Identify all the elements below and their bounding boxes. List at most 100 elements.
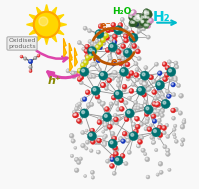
Circle shape bbox=[120, 52, 124, 56]
Circle shape bbox=[175, 65, 179, 69]
Circle shape bbox=[154, 128, 155, 129]
Circle shape bbox=[91, 176, 95, 179]
Circle shape bbox=[102, 116, 105, 119]
Circle shape bbox=[129, 15, 135, 21]
Circle shape bbox=[155, 103, 157, 105]
Circle shape bbox=[113, 35, 115, 37]
Circle shape bbox=[117, 51, 118, 53]
Circle shape bbox=[135, 15, 142, 22]
Circle shape bbox=[131, 45, 135, 49]
Circle shape bbox=[95, 138, 100, 142]
Circle shape bbox=[80, 76, 82, 77]
Circle shape bbox=[147, 11, 149, 13]
Circle shape bbox=[149, 19, 151, 21]
Circle shape bbox=[90, 149, 93, 153]
Circle shape bbox=[116, 148, 117, 149]
Circle shape bbox=[114, 153, 116, 154]
Circle shape bbox=[156, 113, 158, 115]
Circle shape bbox=[120, 153, 125, 158]
Circle shape bbox=[146, 19, 152, 25]
Circle shape bbox=[71, 71, 75, 75]
Circle shape bbox=[111, 164, 112, 166]
Circle shape bbox=[146, 107, 149, 110]
Circle shape bbox=[135, 68, 139, 72]
Circle shape bbox=[98, 24, 103, 29]
Polygon shape bbox=[70, 53, 72, 71]
Circle shape bbox=[109, 102, 113, 106]
Circle shape bbox=[166, 124, 167, 125]
Circle shape bbox=[138, 104, 139, 106]
Circle shape bbox=[91, 86, 100, 95]
Circle shape bbox=[100, 82, 105, 87]
Circle shape bbox=[89, 75, 93, 79]
Circle shape bbox=[117, 74, 121, 78]
Circle shape bbox=[163, 63, 165, 64]
Circle shape bbox=[149, 124, 153, 127]
Circle shape bbox=[75, 114, 76, 115]
Circle shape bbox=[109, 57, 110, 58]
Circle shape bbox=[146, 88, 150, 92]
Circle shape bbox=[136, 79, 137, 80]
Circle shape bbox=[152, 79, 156, 84]
Circle shape bbox=[158, 133, 163, 138]
Circle shape bbox=[83, 60, 88, 65]
Circle shape bbox=[111, 42, 113, 43]
Circle shape bbox=[143, 10, 148, 16]
Circle shape bbox=[121, 69, 124, 72]
Circle shape bbox=[137, 145, 138, 146]
Circle shape bbox=[122, 84, 127, 89]
Circle shape bbox=[155, 63, 157, 64]
Circle shape bbox=[117, 60, 121, 64]
Circle shape bbox=[118, 61, 119, 62]
Circle shape bbox=[134, 22, 139, 26]
Circle shape bbox=[111, 61, 116, 66]
Circle shape bbox=[132, 11, 134, 12]
Circle shape bbox=[155, 81, 165, 90]
Circle shape bbox=[109, 157, 113, 161]
Circle shape bbox=[138, 17, 139, 19]
Circle shape bbox=[183, 118, 186, 122]
Circle shape bbox=[140, 81, 141, 83]
Circle shape bbox=[121, 53, 122, 54]
Circle shape bbox=[86, 103, 91, 108]
Circle shape bbox=[131, 12, 133, 13]
Circle shape bbox=[132, 122, 136, 125]
Circle shape bbox=[123, 63, 125, 64]
Circle shape bbox=[152, 101, 157, 106]
Text: e⁻: e⁻ bbox=[111, 57, 122, 67]
Circle shape bbox=[118, 137, 123, 142]
Circle shape bbox=[136, 14, 141, 19]
Circle shape bbox=[104, 86, 108, 91]
Circle shape bbox=[138, 57, 139, 59]
Circle shape bbox=[125, 118, 127, 119]
Circle shape bbox=[114, 151, 118, 156]
Circle shape bbox=[168, 95, 169, 96]
Circle shape bbox=[107, 78, 112, 83]
Circle shape bbox=[163, 102, 164, 103]
Circle shape bbox=[77, 68, 82, 73]
Circle shape bbox=[80, 81, 81, 83]
Circle shape bbox=[82, 97, 87, 101]
Circle shape bbox=[103, 142, 105, 143]
Circle shape bbox=[156, 173, 159, 176]
Circle shape bbox=[157, 95, 159, 97]
Circle shape bbox=[119, 62, 121, 64]
Circle shape bbox=[87, 55, 92, 60]
Circle shape bbox=[121, 139, 125, 143]
Circle shape bbox=[110, 38, 112, 40]
Circle shape bbox=[117, 80, 119, 81]
Text: e⁻: e⁻ bbox=[99, 22, 111, 31]
Circle shape bbox=[72, 72, 73, 73]
Circle shape bbox=[126, 139, 130, 143]
Circle shape bbox=[122, 54, 123, 56]
Circle shape bbox=[75, 169, 77, 170]
Circle shape bbox=[132, 123, 133, 125]
Circle shape bbox=[105, 83, 109, 87]
Circle shape bbox=[153, 103, 155, 104]
Circle shape bbox=[174, 136, 175, 137]
Circle shape bbox=[133, 106, 138, 110]
Circle shape bbox=[95, 95, 99, 99]
Circle shape bbox=[180, 143, 184, 146]
Circle shape bbox=[122, 45, 123, 46]
Circle shape bbox=[124, 48, 129, 52]
